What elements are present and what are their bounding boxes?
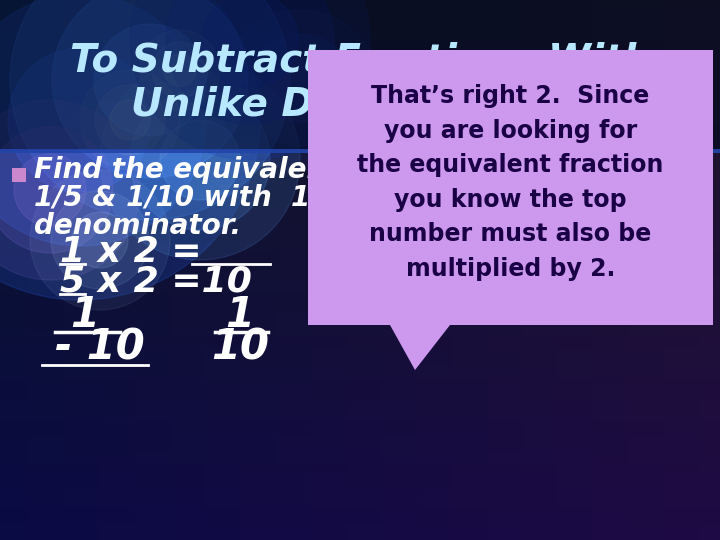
Circle shape xyxy=(95,85,165,155)
FancyBboxPatch shape xyxy=(308,50,713,325)
Bar xyxy=(12,168,26,182)
Circle shape xyxy=(14,154,86,226)
Circle shape xyxy=(244,34,356,146)
Circle shape xyxy=(110,100,150,140)
Circle shape xyxy=(10,0,290,220)
Circle shape xyxy=(30,170,170,310)
Bar xyxy=(0,149,720,153)
Circle shape xyxy=(268,58,332,122)
Circle shape xyxy=(164,54,196,86)
Circle shape xyxy=(358,78,442,162)
Circle shape xyxy=(340,60,460,180)
Circle shape xyxy=(51,191,149,289)
Circle shape xyxy=(202,0,298,88)
Circle shape xyxy=(94,24,206,136)
Circle shape xyxy=(130,0,370,160)
Circle shape xyxy=(0,0,260,300)
Text: 1 x 2 =: 1 x 2 = xyxy=(60,235,202,269)
Circle shape xyxy=(0,100,140,280)
Circle shape xyxy=(0,0,206,246)
Text: 5 x 2 =10: 5 x 2 =10 xyxy=(60,265,252,299)
Circle shape xyxy=(220,10,380,170)
Text: 1: 1 xyxy=(225,294,254,336)
Circle shape xyxy=(100,60,300,260)
Text: 10: 10 xyxy=(211,327,269,369)
Circle shape xyxy=(0,127,113,253)
Text: That’s right 2.  Since
you are looking for
the equivalent fraction
you know the : That’s right 2. Since you are looking fo… xyxy=(357,84,664,281)
Text: - 10: - 10 xyxy=(55,327,145,369)
Circle shape xyxy=(130,90,270,230)
Circle shape xyxy=(52,0,248,178)
Polygon shape xyxy=(390,325,450,370)
Circle shape xyxy=(72,212,128,268)
Circle shape xyxy=(160,120,240,200)
Bar xyxy=(0,0,720,150)
Circle shape xyxy=(376,96,424,144)
Circle shape xyxy=(166,0,334,124)
Text: denominator.: denominator. xyxy=(34,212,241,240)
Text: Find the equivalent fractions for: Find the equivalent fractions for xyxy=(34,156,543,184)
Circle shape xyxy=(140,30,220,110)
Text: 1: 1 xyxy=(71,294,99,336)
Text: 1/5 & 1/10 with  10 as the: 1/5 & 1/10 with 10 as the xyxy=(34,184,436,212)
Text: Unlike Denominators: Unlike Denominators xyxy=(130,85,590,123)
Circle shape xyxy=(152,42,208,98)
Circle shape xyxy=(8,48,152,192)
Text: To Subtract Fractions With: To Subtract Fractions With xyxy=(70,41,650,79)
